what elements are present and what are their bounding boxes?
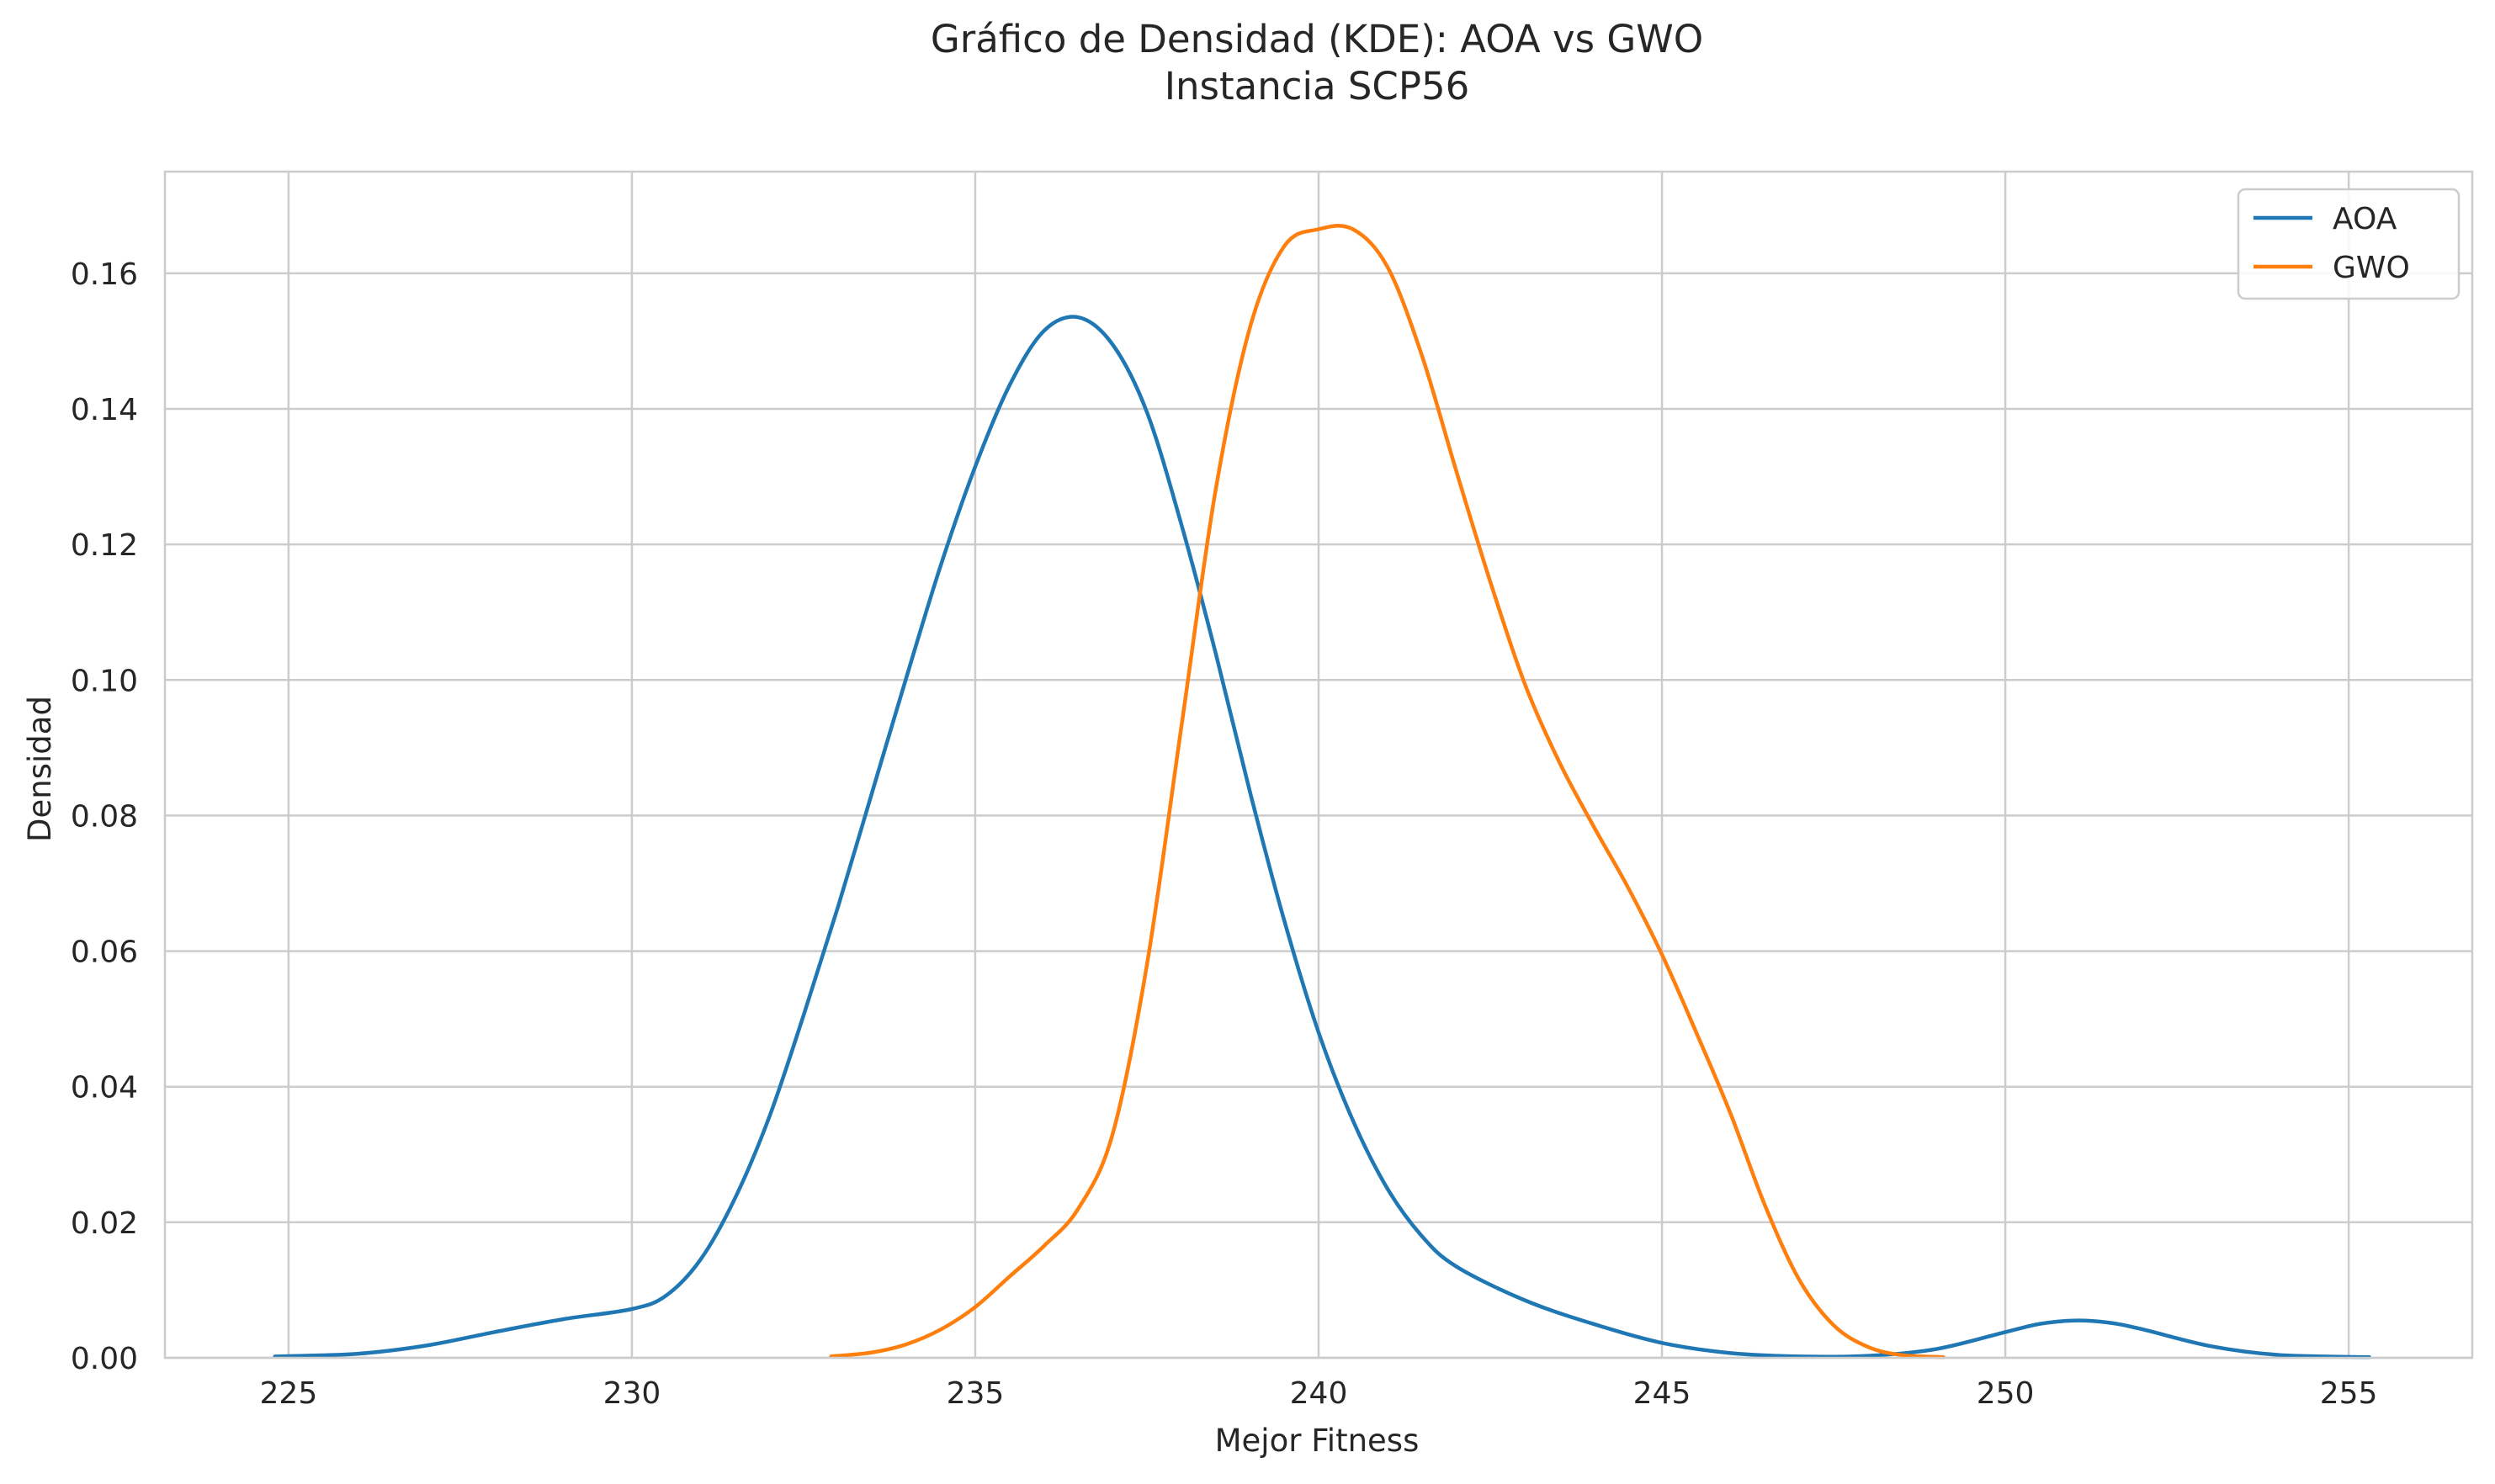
y-tick-label: 0.06 [71,935,138,970]
series-lines [273,224,2371,1359]
x-axis-label: Mejor Fitness [1215,1423,1420,1459]
x-tick-label: 230 [603,1376,661,1411]
y-axis-label: Densidad [22,696,58,842]
x-tick-label: 250 [1977,1376,2035,1411]
y-tick-label: 0.12 [71,528,138,563]
plot-frame [163,170,2474,1359]
x-tick-label: 255 [2320,1376,2378,1411]
x-tick-label: 235 [947,1376,1005,1411]
y-tick-label: 0.02 [71,1206,138,1241]
x-axis-ticks: 225 230 235 240 245 250 255 [260,1376,2378,1411]
x-tick-label: 225 [260,1376,318,1411]
legend-label-aoa: AOA [2333,202,2397,236]
y-tick-label: 0.00 [71,1342,138,1376]
x-tick-label: 245 [1633,1376,1691,1411]
legend-label-gwo: GWO [2333,251,2410,285]
y-axis-ticks: 0.00 0.02 0.04 0.06 0.08 0.10 0.12 0.14 0.16 [71,257,138,1376]
legend: AOA GWO [2237,188,2460,300]
series-line-gwo [829,224,1946,1359]
x-tick-label: 240 [1290,1376,1348,1411]
y-tick-label: 0.04 [71,1071,138,1105]
chart-title: Gráfico de Densidad (KDE): AOA vs GWO [931,17,1703,61]
chart-subtitle: Instancia SCP56 [1165,64,1469,109]
y-tick-label: 0.14 [71,393,138,427]
y-tick-label: 0.08 [71,799,138,834]
series-line-aoa [273,315,2371,1359]
y-tick-label: 0.10 [71,664,138,698]
grid-lines [165,172,2472,1359]
y-tick-label: 0.16 [71,257,138,292]
